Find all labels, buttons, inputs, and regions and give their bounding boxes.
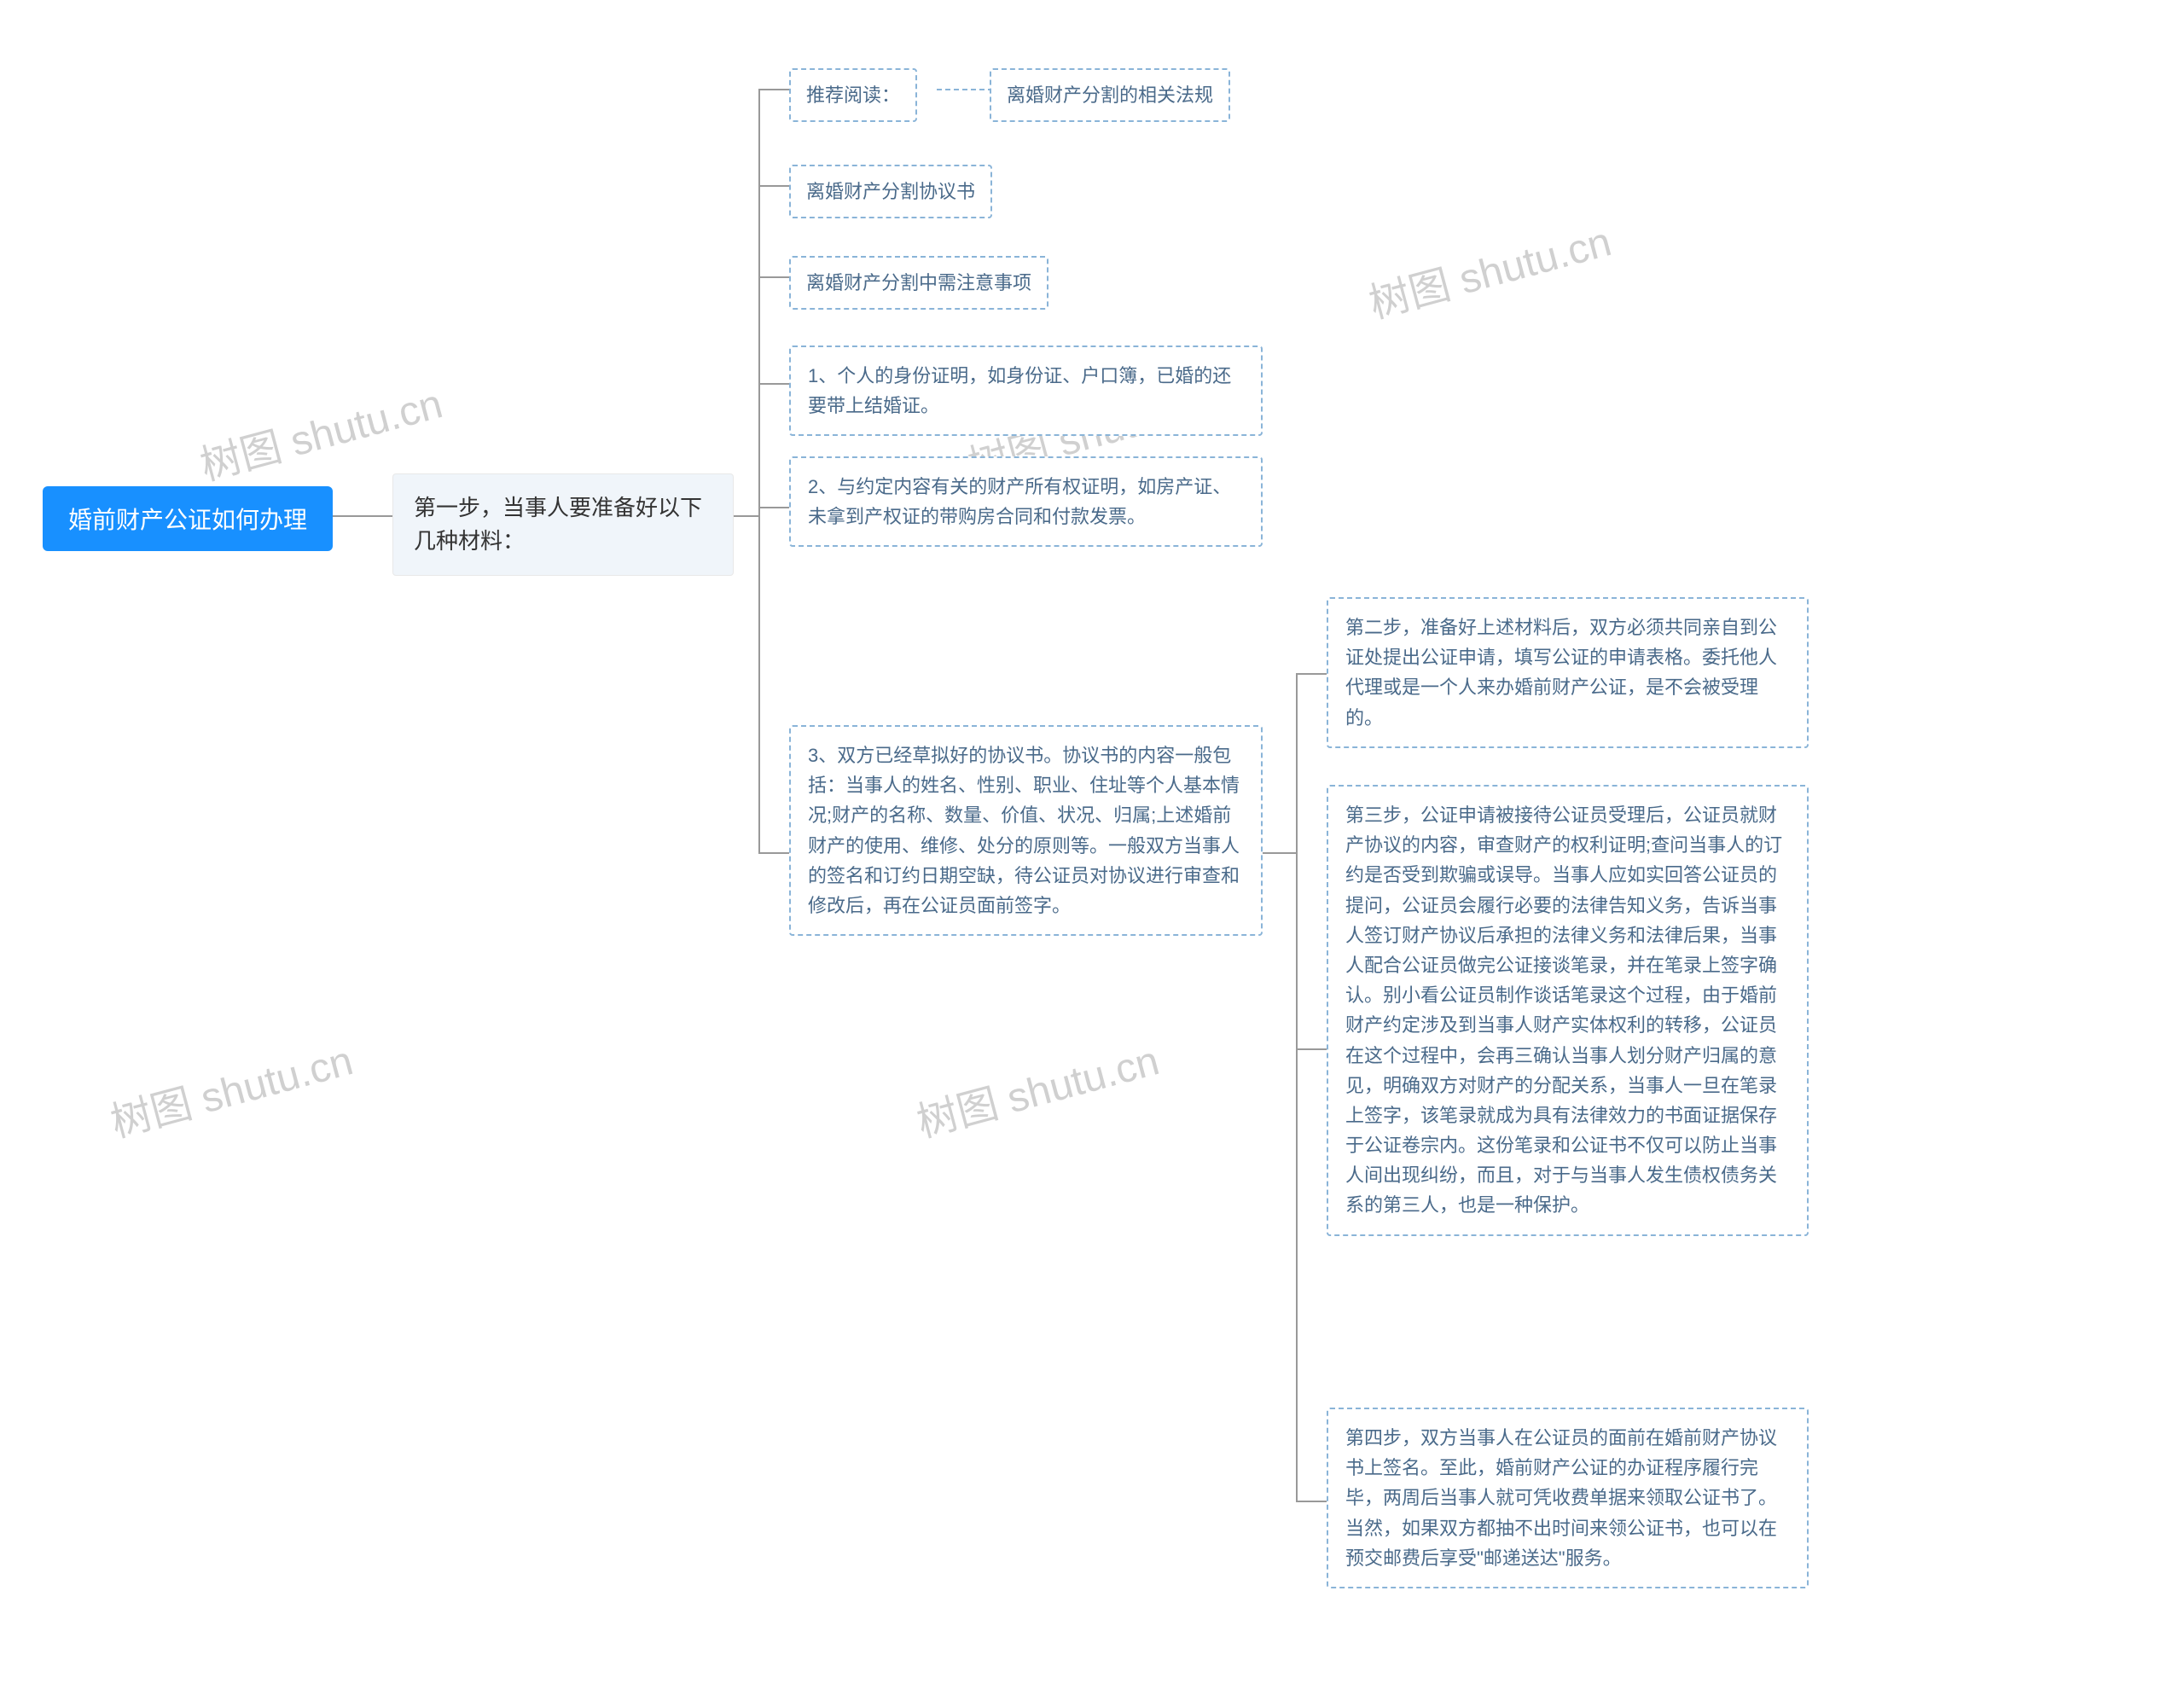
notice-items-label: 离婚财产分割中需注意事项 xyxy=(806,272,1031,293)
agreement-doc-label: 离婚财产分割协议书 xyxy=(806,181,975,202)
step3-node[interactable]: 第三步，公证申请被接待公证员受理后，公证员就财产协议的内容，审查财产的权利证明;… xyxy=(1327,785,1809,1236)
recommend-link-node[interactable]: 离婚财产分割的相关法规 xyxy=(990,68,1230,122)
step1-label: 第一步，当事人要准备好以下几种材料： xyxy=(414,495,702,554)
step2-node[interactable]: 第二步，准备好上述材料后，双方必须共同亲自到公证处提出公证申请，填写公证的申请表… xyxy=(1327,597,1809,748)
material-item1-label: 1、个人的身份证明，如身份证、户口簿，已婚的还要带上结婚证。 xyxy=(808,365,1231,416)
recommend-label: 推荐阅读： xyxy=(806,84,900,106)
watermark: 树图 shutu.cn xyxy=(1362,208,1617,330)
agreement-doc-node[interactable]: 离婚财产分割协议书 xyxy=(789,165,992,218)
recommend-label-node[interactable]: 推荐阅读： xyxy=(789,68,917,122)
material-item1-node[interactable]: 1、个人的身份证明，如身份证、户口簿，已婚的还要带上结婚证。 xyxy=(789,345,1263,436)
step3-label: 第三步，公证申请被接待公证员受理后，公证员就财产协议的内容，审查财产的权利证明;… xyxy=(1345,804,1782,1216)
step4-node[interactable]: 第四步，双方当事人在公证员的面前在婚前财产协议书上签名。至此，婚前财产公证的办证… xyxy=(1327,1408,1809,1588)
watermark: 树图 shutu.cn xyxy=(103,1027,358,1149)
root-label: 婚前财产公证如何办理 xyxy=(68,507,307,533)
material-item3-node[interactable]: 3、双方已经草拟好的协议书。协议书的内容一般包括：当事人的姓名、性别、职业、住址… xyxy=(789,725,1263,936)
step1-node[interactable]: 第一步，当事人要准备好以下几种材料： xyxy=(392,473,734,576)
material-item3-label: 3、双方已经草拟好的协议书。协议书的内容一般包括：当事人的姓名、性别、职业、住址… xyxy=(808,745,1240,916)
notice-items-node[interactable]: 离婚财产分割中需注意事项 xyxy=(789,256,1048,310)
recommend-link: 离婚财产分割的相关法规 xyxy=(1007,84,1213,106)
watermark: 树图 shutu.cn xyxy=(909,1027,1165,1149)
root-node[interactable]: 婚前财产公证如何办理 xyxy=(43,486,333,551)
material-item2-label: 2、与约定内容有关的财产所有权证明，如房产证、未拿到产权证的带购房合同和付款发票… xyxy=(808,476,1231,527)
material-item2-node[interactable]: 2、与约定内容有关的财产所有权证明，如房产证、未拿到产权证的带购房合同和付款发票… xyxy=(789,456,1263,547)
step2-label: 第二步，准备好上述材料后，双方必须共同亲自到公证处提出公证申请，填写公证的申请表… xyxy=(1345,617,1777,729)
step4-label: 第四步，双方当事人在公证员的面前在婚前财产协议书上签名。至此，婚前财产公证的办证… xyxy=(1345,1427,1777,1569)
